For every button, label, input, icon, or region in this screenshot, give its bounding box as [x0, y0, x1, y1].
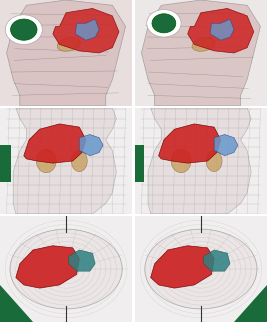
Polygon shape — [148, 108, 251, 214]
Ellipse shape — [10, 229, 122, 309]
Polygon shape — [79, 135, 103, 156]
Circle shape — [11, 19, 37, 40]
Polygon shape — [159, 124, 221, 163]
Polygon shape — [24, 124, 86, 163]
Polygon shape — [13, 108, 116, 214]
Polygon shape — [16, 246, 79, 288]
Ellipse shape — [145, 229, 257, 309]
Polygon shape — [234, 285, 267, 322]
Ellipse shape — [171, 149, 191, 173]
Ellipse shape — [71, 150, 87, 172]
Ellipse shape — [206, 150, 222, 172]
Ellipse shape — [57, 38, 80, 51]
Ellipse shape — [36, 149, 56, 173]
Polygon shape — [203, 250, 230, 271]
Polygon shape — [210, 19, 234, 40]
Polygon shape — [214, 135, 238, 156]
Circle shape — [5, 15, 42, 44]
Circle shape — [152, 14, 176, 33]
Polygon shape — [53, 8, 119, 53]
Polygon shape — [142, 0, 260, 106]
Polygon shape — [75, 19, 99, 40]
Bar — [0, 145, 11, 182]
Ellipse shape — [192, 38, 215, 51]
Polygon shape — [0, 285, 33, 322]
Polygon shape — [188, 8, 254, 53]
Polygon shape — [7, 0, 125, 106]
Polygon shape — [151, 246, 214, 288]
Polygon shape — [69, 250, 95, 271]
Circle shape — [147, 10, 181, 37]
Bar — [135, 145, 144, 182]
